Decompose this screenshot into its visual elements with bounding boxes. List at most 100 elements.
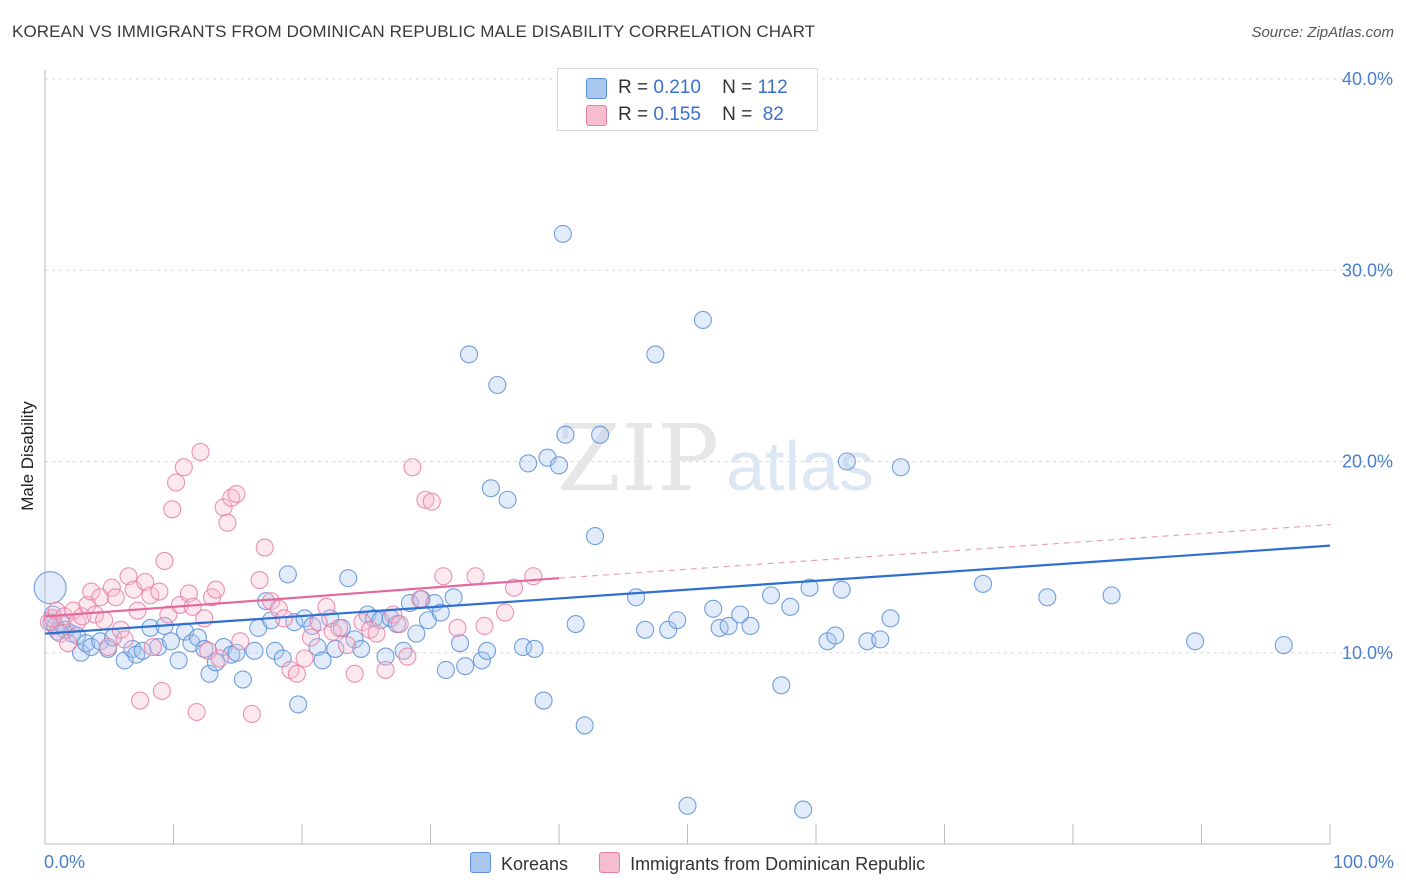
point-dominican	[422, 492, 441, 511]
x-tick-label-min: 0.0%	[44, 852, 86, 872]
point-koreans	[133, 641, 152, 660]
point-koreans	[741, 616, 760, 636]
legend-item-dominican[interactable]: Immigrants from Dominican Republic	[599, 852, 925, 875]
point-koreans	[265, 641, 285, 660]
point-koreans	[71, 643, 91, 662]
point-dominican	[131, 691, 150, 710]
point-dominican	[227, 484, 246, 504]
point-dominican	[179, 584, 198, 603]
point-koreans	[1102, 586, 1121, 605]
point-dominican	[155, 551, 174, 571]
point-koreans	[646, 345, 665, 364]
point-dominican	[416, 490, 435, 509]
point-dominican	[411, 590, 430, 609]
point-koreans	[668, 611, 687, 630]
point-dominican	[345, 664, 364, 683]
point-dominican	[317, 597, 336, 616]
point-koreans	[710, 618, 729, 637]
trend-lines	[44, 524, 1331, 635]
point-dominican	[504, 578, 524, 597]
point-dominican	[163, 500, 182, 519]
point-koreans	[800, 578, 819, 597]
point-dominican	[141, 586, 160, 605]
legend-swatch-koreans	[586, 78, 607, 99]
point-dominican	[187, 702, 206, 722]
point-koreans	[772, 676, 791, 695]
point-koreans	[627, 588, 646, 607]
point-koreans	[534, 691, 553, 710]
point-dominican	[82, 582, 101, 601]
y-tick-label: 10.0%	[1342, 643, 1393, 663]
point-koreans	[472, 651, 491, 670]
point-dominican	[495, 603, 515, 622]
point-koreans	[481, 479, 500, 498]
chart-title: KOREAN VS IMMIGRANTS FROM DOMINICAN REPU…	[12, 22, 816, 41]
point-koreans	[169, 651, 188, 670]
legend-n-value-dominican: 82	[757, 104, 784, 125]
point-koreans	[339, 569, 358, 588]
point-koreans	[456, 657, 475, 676]
point-koreans	[200, 664, 219, 683]
point-dominican	[287, 664, 306, 683]
watermark-zip: ZIP	[557, 405, 719, 512]
point-koreans	[704, 599, 723, 618]
trend-line-dominican-extrapolated	[558, 524, 1331, 579]
point-koreans	[326, 639, 345, 658]
point-koreans	[308, 637, 327, 657]
legend-n-label: N =	[722, 77, 753, 98]
point-koreans	[519, 454, 538, 473]
point-koreans	[376, 647, 395, 666]
point-koreans	[871, 630, 890, 649]
point-koreans	[488, 375, 507, 395]
point-koreans	[188, 628, 207, 647]
point-dominican	[330, 618, 349, 637]
point-koreans	[352, 639, 371, 658]
legend-item-koreans[interactable]: Koreans	[470, 852, 568, 875]
point-dominican	[143, 637, 162, 657]
point-dominican	[390, 615, 409, 634]
point-koreans	[431, 603, 450, 622]
point-dominican	[524, 567, 543, 586]
legend-r-label: R =	[618, 77, 649, 98]
legend-swatch-dominican	[586, 105, 607, 126]
watermark: ZIP atlas	[557, 405, 874, 512]
point-dominican	[353, 613, 372, 632]
legend-swatch-koreans	[470, 852, 491, 873]
point-dominican	[167, 473, 186, 492]
legend-n-label: N =	[722, 104, 753, 125]
point-koreans	[1038, 588, 1057, 607]
point-koreans	[881, 609, 900, 628]
point-dominican	[231, 632, 250, 651]
point-koreans	[278, 565, 297, 584]
legend-n-value-koreans: 112	[757, 77, 788, 98]
point-koreans	[553, 224, 572, 243]
point-koreans	[837, 452, 856, 471]
point-dominican	[403, 458, 422, 477]
point-dominican	[376, 660, 395, 680]
point-dominican	[448, 618, 467, 637]
point-dominican	[152, 681, 171, 701]
point-koreans	[245, 641, 264, 660]
point-dominican	[102, 578, 121, 597]
point-dominican	[210, 649, 229, 668]
y-tick-labels: 10.0% 20.0% 30.0% 40.0%	[1342, 69, 1393, 663]
correlation-legend: R = 0.210 N = 112 R = 0.155 N = 82	[557, 68, 818, 131]
point-dominican	[95, 611, 114, 630]
point-koreans	[591, 425, 610, 444]
point-koreans	[233, 670, 252, 689]
point-koreans	[227, 643, 246, 662]
point-koreans	[451, 634, 470, 653]
legend-label-koreans: Koreans	[501, 854, 569, 874]
point-koreans	[549, 456, 569, 475]
trend-line-dominican	[44, 577, 560, 618]
y-tick-label: 40.0%	[1342, 69, 1393, 89]
point-koreans	[313, 651, 332, 670]
point-koreans	[556, 425, 575, 444]
point-koreans	[513, 637, 533, 657]
point-koreans	[459, 345, 479, 364]
point-dominican	[191, 442, 210, 461]
point-koreans	[761, 586, 781, 605]
source-label: Source: ZipAtlas.com	[1251, 24, 1394, 41]
point-dominican	[398, 647, 417, 666]
